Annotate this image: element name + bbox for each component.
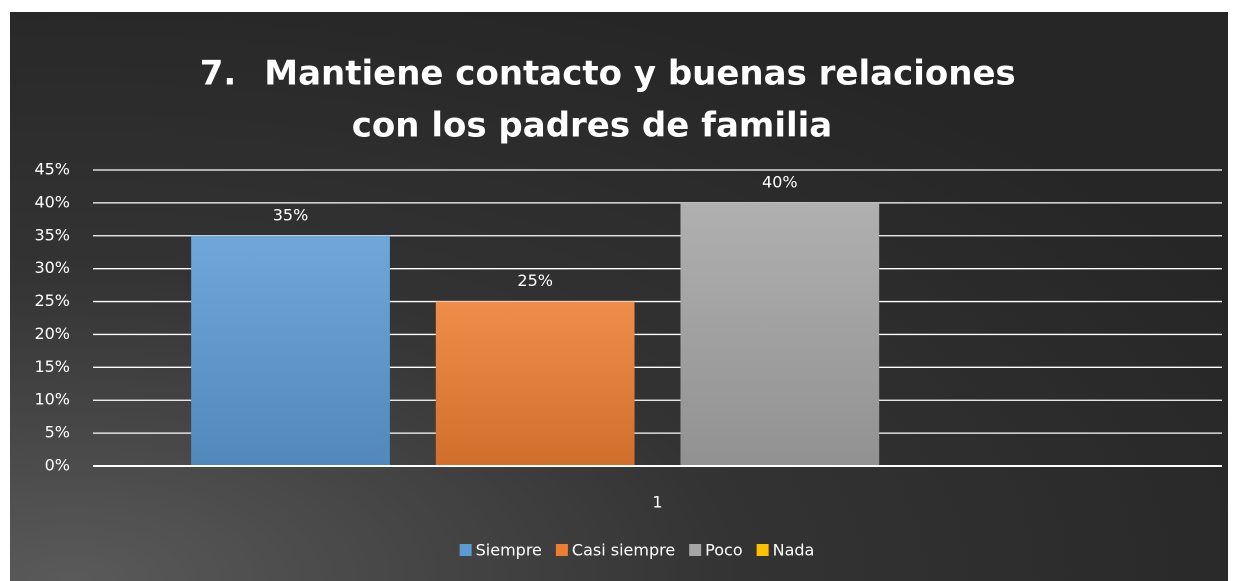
chart-title: con los padres de familia (352, 106, 832, 146)
bar-shading (680, 202, 880, 466)
y-tick-label: 15% (34, 357, 70, 376)
data-label: 25% (517, 271, 553, 290)
bar-shading (435, 301, 635, 466)
legend-swatch (459, 544, 472, 556)
legend-label: Nada (773, 541, 815, 560)
y-tick-label: 25% (34, 291, 70, 310)
legend-swatch (555, 544, 568, 556)
legend-swatch (756, 544, 769, 556)
y-tick-label: 10% (34, 390, 70, 409)
y-tick-label: 0% (45, 456, 70, 475)
legend-swatch (689, 544, 702, 556)
legend-label: Casi siempre (572, 541, 675, 560)
chart-title: Mantiene contacto y buenas relaciones (264, 54, 1016, 94)
y-tick-label: 30% (34, 258, 70, 277)
chart-title-number: 7. (200, 54, 237, 94)
legend-label: Siempre (476, 541, 542, 560)
data-label: 40% (762, 172, 798, 191)
y-tick-label: 5% (45, 423, 70, 442)
legend-label: Poco (705, 541, 742, 560)
y-tick-label: 20% (34, 324, 70, 343)
y-tick-label: 35% (34, 225, 70, 244)
x-tick-label: 1 (652, 493, 662, 512)
bar-shading (191, 235, 390, 466)
y-tick-label: 45% (34, 160, 70, 179)
y-tick-label: 40% (34, 192, 70, 211)
data-label: 35% (273, 205, 309, 224)
